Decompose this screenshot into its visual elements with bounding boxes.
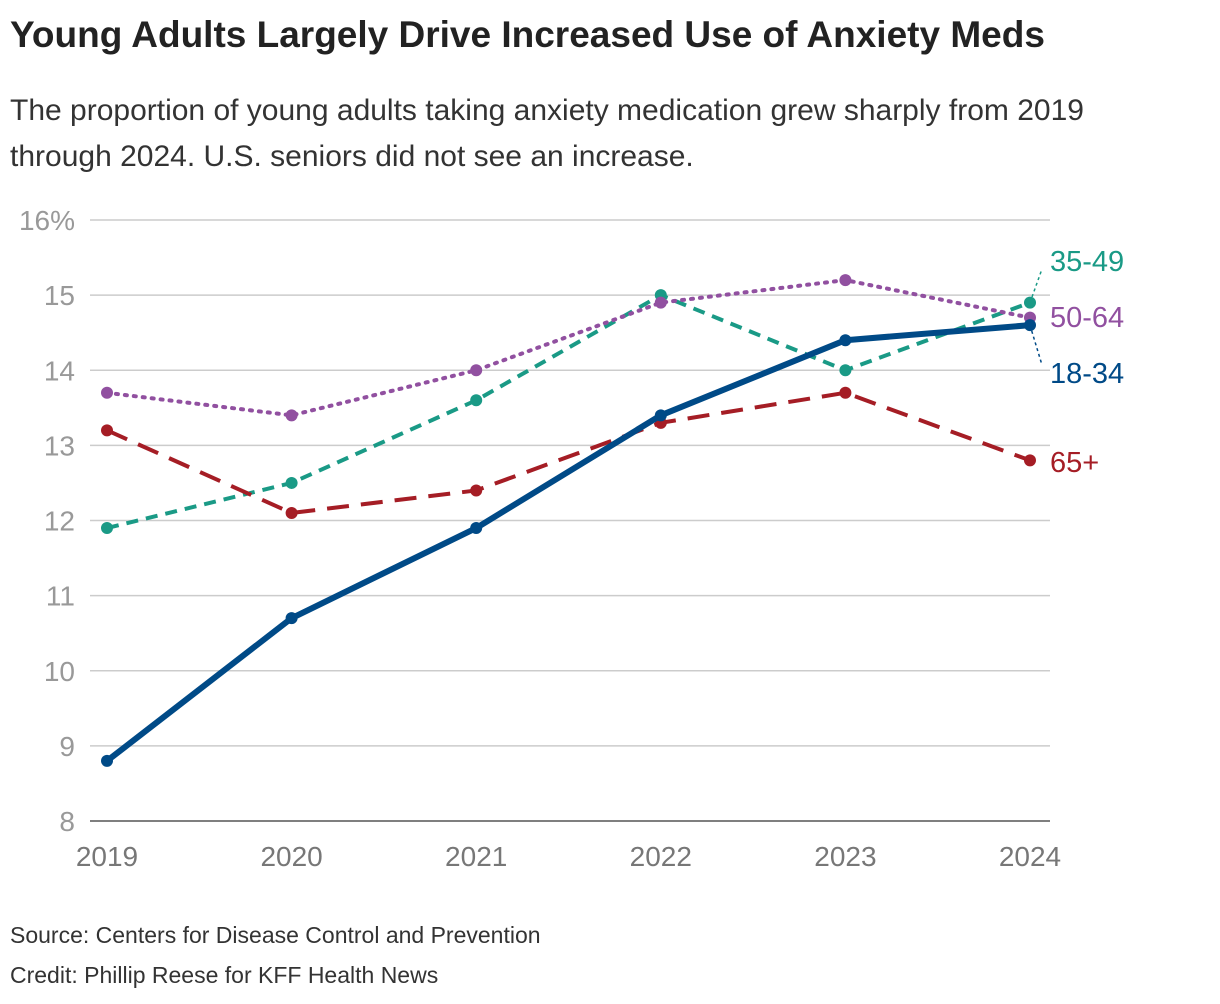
x-tick-label: 2024 bbox=[999, 841, 1061, 872]
data-point-65+ bbox=[1024, 454, 1036, 467]
y-tick-label: 14 bbox=[44, 355, 75, 386]
data-point-65+ bbox=[470, 484, 483, 497]
x-tick-label: 2022 bbox=[630, 841, 692, 872]
data-point-35-49 bbox=[839, 364, 852, 377]
series-label: 65+ bbox=[1050, 447, 1099, 479]
data-point-65+ bbox=[101, 424, 113, 437]
series-label: 35-49 bbox=[1050, 246, 1124, 278]
y-tick-label: 11 bbox=[46, 581, 75, 612]
data-point-50-64 bbox=[470, 364, 483, 377]
y-tick-label: 12 bbox=[44, 506, 75, 537]
source-note: Source: Centers for Disease Control and … bbox=[10, 922, 541, 948]
x-tick-label: 2019 bbox=[76, 841, 138, 872]
x-tick-label: 2020 bbox=[260, 841, 322, 872]
data-point-18-34 bbox=[839, 334, 852, 347]
data-point-50-64 bbox=[101, 386, 113, 399]
data-point-65+ bbox=[285, 506, 298, 519]
x-tick-label: 2023 bbox=[814, 841, 876, 872]
data-point-18-34 bbox=[654, 409, 667, 422]
data-point-35-49 bbox=[101, 522, 113, 535]
series-line-50-64 bbox=[105, 278, 1032, 418]
x-tick-label: 2021 bbox=[445, 841, 507, 872]
series-label: 18-34 bbox=[1050, 358, 1124, 390]
y-tick-label: 9 bbox=[59, 731, 75, 762]
y-tick-label: 10 bbox=[44, 656, 75, 687]
data-point-65+ bbox=[839, 386, 852, 399]
chart-subtitle: The proportion of young adults taking an… bbox=[10, 94, 1084, 173]
chart-title: Young Adults Largely Drive Increased Use… bbox=[10, 14, 1045, 55]
y-tick-label: 8 bbox=[59, 806, 75, 837]
y-tick-label: 15 bbox=[44, 280, 75, 311]
data-point-18-34 bbox=[101, 754, 113, 767]
y-tick-label: 16% bbox=[19, 205, 75, 236]
data-point-35-49 bbox=[285, 476, 298, 489]
label-leader-line bbox=[1029, 324, 1043, 366]
series-label: 50-64 bbox=[1050, 302, 1124, 334]
data-point-35-49 bbox=[470, 394, 483, 407]
data-point-50-64 bbox=[654, 296, 667, 309]
data-point-18-34 bbox=[470, 522, 483, 535]
y-tick-label: 13 bbox=[44, 430, 75, 461]
series-line-65+ bbox=[106, 390, 1031, 515]
data-point-18-34 bbox=[285, 612, 298, 625]
data-point-50-64 bbox=[285, 409, 298, 422]
series-line-18-34 bbox=[105, 322, 1031, 764]
data-point-50-64 bbox=[839, 274, 852, 287]
credit-note: Credit: Phillip Reese for KFF Health New… bbox=[10, 962, 439, 988]
